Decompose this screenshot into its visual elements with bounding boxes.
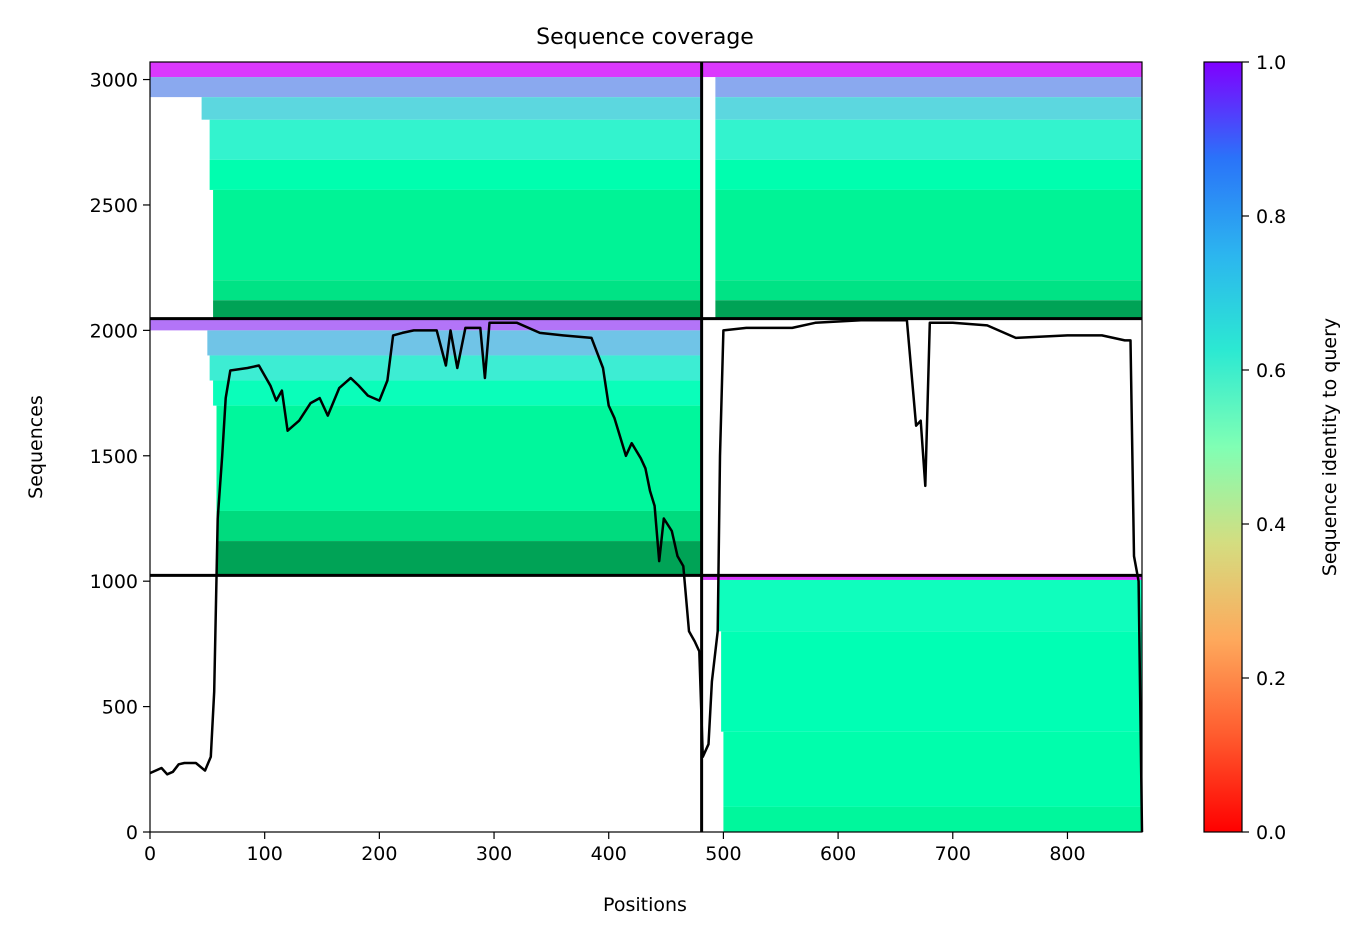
plot-frame bbox=[149, 61, 1143, 833]
y-tick-label: 1500 bbox=[90, 446, 138, 468]
heatmap-band bbox=[717, 579, 1142, 632]
x-tick-label: 300 bbox=[476, 843, 512, 865]
colorbar-tick-label: 0.6 bbox=[1256, 360, 1286, 382]
heatmap-band bbox=[150, 77, 702, 98]
colorbar-tick-label: 0.0 bbox=[1256, 822, 1286, 844]
heatmap-band bbox=[715, 189, 1142, 281]
colorbar-tick-label: 1.0 bbox=[1256, 52, 1286, 74]
x-tick-label: 500 bbox=[705, 843, 741, 865]
y-tick-label: 0 bbox=[126, 822, 138, 844]
heatmap-band bbox=[213, 280, 702, 301]
heatmap-band bbox=[209, 119, 702, 160]
heatmap-band bbox=[723, 806, 1142, 832]
y-tick-label: 2500 bbox=[90, 195, 138, 217]
heatmap-band bbox=[209, 159, 702, 190]
heatmap-band bbox=[150, 318, 702, 331]
colorbar-tick-label: 0.4 bbox=[1256, 514, 1286, 536]
heatmap-band bbox=[213, 300, 702, 319]
heatmap-band bbox=[216, 510, 702, 542]
colorbar-gradient bbox=[1203, 61, 1243, 833]
heatmap-band bbox=[701, 62, 1142, 78]
heatmap-band bbox=[715, 159, 1142, 190]
x-tick-label: 600 bbox=[820, 843, 856, 865]
x-axis: 0 100 200 300 400 500 600 700 800 bbox=[144, 832, 1086, 865]
heatmap-band bbox=[701, 575, 1142, 580]
coverage-line bbox=[149, 319, 1144, 833]
y-tick-label: 3000 bbox=[90, 70, 138, 92]
y-tick-label: 2000 bbox=[90, 320, 138, 342]
heatmap-band bbox=[715, 97, 1142, 120]
heatmap-band bbox=[715, 119, 1142, 160]
heatmap-band bbox=[216, 405, 702, 511]
heatmap-band bbox=[721, 631, 1142, 732]
heatmap-cells bbox=[150, 62, 1142, 832]
y-tick-label: 500 bbox=[102, 697, 138, 719]
heatmap-band bbox=[201, 97, 702, 120]
heatmap-band bbox=[715, 300, 1142, 319]
x-tick-label: 200 bbox=[361, 843, 397, 865]
plot-area bbox=[149, 61, 1144, 833]
y-axis: 0 500 1000 1500 2000 2500 3000 bbox=[90, 70, 150, 844]
x-tick-label: 800 bbox=[1049, 843, 1085, 865]
heatmap-band bbox=[216, 541, 702, 576]
heatmap-band bbox=[150, 62, 702, 78]
heatmap-band bbox=[213, 380, 702, 406]
colorbar-label: Sequence identity to query bbox=[1319, 318, 1341, 576]
y-tick-label: 1000 bbox=[90, 571, 138, 593]
colorbar: 0.0 0.2 0.4 0.6 0.8 1.0 Sequence identity to … bbox=[1203, 52, 1341, 844]
x-tick-label: 700 bbox=[935, 843, 971, 865]
x-tick-label: 400 bbox=[591, 843, 627, 865]
x-axis-label: Positions bbox=[603, 894, 687, 916]
colorbar-ticks: 0.0 0.2 0.4 0.6 0.8 1.0 bbox=[1242, 52, 1286, 844]
x-tick-label: 0 bbox=[144, 843, 156, 865]
heatmap-band bbox=[715, 77, 1142, 98]
colorbar-tick-label: 0.8 bbox=[1256, 206, 1286, 228]
x-tick-label: 100 bbox=[247, 843, 283, 865]
heatmap-band bbox=[723, 731, 1142, 807]
y-axis-label: Sequences bbox=[25, 395, 47, 499]
colorbar-tick-label: 0.2 bbox=[1256, 668, 1286, 690]
chart-title: Sequence coverage bbox=[536, 25, 754, 50]
heatmap-band bbox=[715, 280, 1142, 301]
heatmap-band bbox=[213, 189, 702, 281]
